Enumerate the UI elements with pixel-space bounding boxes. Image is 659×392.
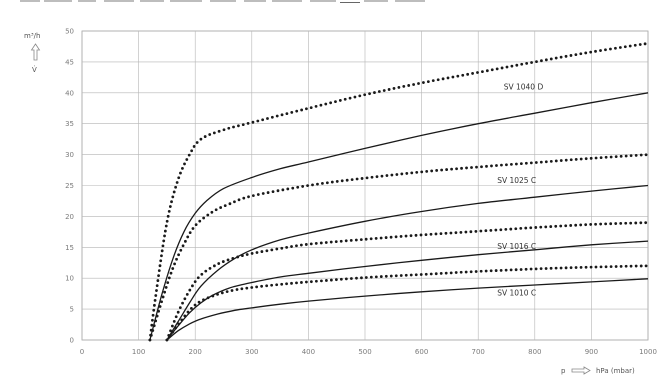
x-tick-label: 100 — [132, 348, 145, 356]
x-axis-label: hPa (mbar) — [596, 367, 635, 375]
series-line-dotted-5 — [165, 221, 650, 342]
series-label: SV 1040 D — [504, 83, 544, 92]
x-tick-label: 1000 — [639, 348, 657, 356]
x-axis-prefix: p — [561, 367, 566, 375]
y-axis-arrow-icon — [30, 43, 41, 61]
x-tick-label: 400 — [302, 348, 315, 356]
y-tick-label: 45 — [65, 58, 74, 66]
y-tick-label: 50 — [65, 28, 74, 36]
x-tick-label: 700 — [472, 348, 485, 356]
y-axis-symbol: V̇ — [32, 66, 37, 74]
x-axis-ticks: 0 100 200 300 400 500 600 700 800 900 1000 — [80, 348, 657, 356]
y-tick-label: 15 — [65, 244, 74, 252]
series-line-solid-4 — [166, 184, 649, 341]
x-tick-label: 0 — [80, 348, 84, 356]
y-axis-label: m³/h — [24, 32, 40, 40]
x-tick-label: 200 — [189, 348, 202, 356]
series-labels: SV 1040 D SV 1025 C SV 1016 C SV 1010 C — [497, 83, 543, 298]
series-line-dotted-1 — [148, 42, 650, 342]
y-tick-label: 20 — [65, 213, 74, 221]
x-tick-label: 300 — [245, 348, 258, 356]
cropped-header-strip — [0, 0, 659, 10]
y-tick-label: 0 — [70, 337, 74, 345]
series-line-dotted-7 — [165, 264, 650, 342]
x-tick-label: 800 — [528, 348, 541, 356]
y-tick-label: 25 — [65, 182, 74, 190]
series-line-solid-6 — [166, 240, 649, 341]
series-label: SV 1010 C — [497, 289, 536, 298]
series-line-solid-8 — [166, 278, 649, 341]
series-label: SV 1016 C — [497, 242, 536, 251]
x-tick-label: 500 — [358, 348, 371, 356]
series-line-solid-2 — [149, 92, 649, 341]
y-tick-label: 5 — [70, 306, 74, 314]
x-tick-label: 600 — [415, 348, 428, 356]
y-tick-label: 35 — [65, 120, 74, 128]
y-tick-label: 10 — [65, 275, 74, 283]
chart-series — [148, 42, 650, 342]
chart-grid — [81, 30, 649, 341]
y-axis-ticks: 0 5 10 15 20 25 30 35 40 45 50 — [65, 28, 74, 345]
y-tick-label: 40 — [65, 89, 74, 97]
series-label: SV 1025 C — [497, 176, 536, 185]
x-tick-label: 900 — [585, 348, 598, 356]
y-tick-label: 30 — [65, 151, 74, 159]
x-axis-arrow-icon — [571, 366, 591, 375]
